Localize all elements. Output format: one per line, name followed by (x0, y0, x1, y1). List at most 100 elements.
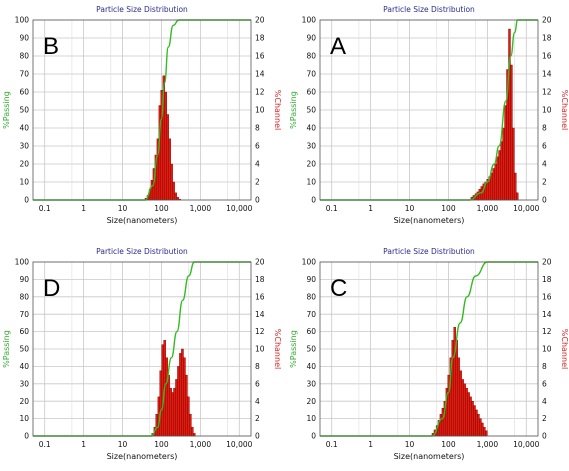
chart-panel-d: Particle Size Distribution01020304050607… (2, 247, 282, 461)
y-tick-left-label: 10 (306, 178, 316, 187)
x-tick-label: 10,000 (513, 440, 539, 449)
y-axis-left-label: %Passing (289, 91, 298, 129)
y-tick-right-label: 14 (255, 70, 265, 79)
y-tick-left-label: 40 (19, 362, 29, 371)
channel-bar (457, 357, 460, 437)
x-tick-label: 100 (154, 440, 169, 449)
channel-bar (498, 150, 501, 201)
cumulative-passing-line (33, 19, 251, 201)
y-tick-left-label: 20 (19, 160, 29, 169)
y-tick-left-label: 80 (306, 52, 316, 61)
y-tick-right-label: 16 (255, 52, 265, 61)
x-tick-label: 10,000 (226, 204, 252, 213)
channel-bar (168, 138, 171, 201)
y-tick-right-label: 14 (542, 70, 552, 79)
y-axis-left-label: %Passing (289, 330, 298, 368)
y-tick-left-label: 70 (19, 310, 29, 319)
channel-bar (463, 383, 466, 437)
y-tick-left-label: 20 (306, 160, 316, 169)
y-tick-left-label: 40 (19, 124, 29, 133)
x-tick-label: 10 (405, 440, 415, 449)
x-tick-label: 1,000 (477, 440, 499, 449)
y-tick-right-label: 10 (255, 106, 265, 115)
x-tick-label: 10,000 (226, 440, 252, 449)
channel-bar (150, 179, 154, 201)
y-tick-right-label: 10 (255, 345, 265, 354)
x-tick-label: 100 (154, 204, 169, 213)
x-tick-label: 10 (118, 204, 128, 213)
y-tick-left-label: 60 (19, 88, 29, 97)
channel-bar (166, 114, 169, 201)
channel-bar (461, 379, 464, 437)
y-tick-right-label: 8 (542, 362, 547, 371)
channel-bar (170, 163, 173, 201)
y-tick-left-label: 10 (19, 414, 29, 423)
y-tick-right-label: 0 (542, 432, 547, 441)
y-tick-left-label: 0 (24, 432, 29, 441)
chart-title: Particle Size Distribution (383, 5, 475, 14)
panel-letter: A (330, 33, 346, 60)
x-tick-label: 100 (441, 440, 456, 449)
channel-bar (467, 392, 470, 437)
channel-bar (512, 127, 515, 201)
cumulative-passing-line (320, 261, 538, 437)
y-tick-left-label: 30 (19, 379, 29, 388)
y-tick-left-label: 100 (15, 258, 30, 267)
y-tick-left-label: 30 (306, 379, 316, 388)
channel-bar (459, 370, 462, 437)
y-tick-right-label: 8 (255, 124, 260, 133)
y-tick-right-label: 4 (255, 160, 260, 169)
x-tick-label: 0.1 (39, 440, 51, 449)
y-tick-left-label: 50 (19, 345, 29, 354)
y-axis-right-label: %Channel (560, 329, 569, 369)
y-tick-left-label: 70 (306, 310, 316, 319)
channel-bar (504, 105, 507, 201)
y-tick-right-label: 6 (542, 379, 547, 388)
y-tick-left-label: 90 (19, 275, 29, 284)
y-tick-right-label: 0 (255, 432, 260, 441)
y-tick-right-label: 2 (542, 178, 547, 187)
x-tick-label: 1 (81, 204, 86, 213)
x-tick-label: 10,000 (513, 204, 539, 213)
x-tick-label: 10 (405, 204, 415, 213)
channel-bar (471, 401, 474, 437)
x-tick-label: 1,000 (477, 204, 499, 213)
y-tick-right-label: 4 (542, 160, 547, 169)
y-tick-left-label: 40 (306, 362, 316, 371)
plot-border (319, 19, 539, 201)
y-tick-right-label: 8 (542, 124, 547, 133)
channel-bar (439, 414, 443, 437)
y-tick-right-label: 10 (542, 106, 552, 115)
y-tick-right-label: 14 (255, 310, 265, 319)
y-tick-left-label: 90 (19, 34, 29, 43)
y-tick-left-label: 50 (19, 106, 29, 115)
y-tick-left-label: 100 (15, 16, 30, 25)
channel-bar (496, 156, 499, 201)
y-tick-right-label: 6 (255, 142, 260, 151)
channel-bar (490, 172, 493, 201)
plot-border (319, 261, 539, 437)
x-axis-label: Size(nanometers) (107, 216, 178, 225)
y-axis-right-label: %Channel (560, 90, 569, 130)
channel-bar (514, 172, 517, 201)
y-tick-right-label: 18 (255, 34, 265, 43)
y-tick-left-label: 30 (19, 142, 29, 151)
channel-bar (453, 327, 456, 437)
y-tick-right-label: 16 (255, 292, 265, 301)
chart-panel-a: Particle Size Distribution01020304050607… (289, 5, 569, 225)
x-axis-label: Size(nanometers) (394, 216, 465, 225)
x-axis-label: Size(nanometers) (394, 452, 465, 461)
y-tick-right-label: 12 (255, 327, 265, 336)
y-tick-left-label: 20 (306, 397, 316, 406)
y-tick-right-label: 0 (255, 196, 260, 205)
x-tick-label: 0.1 (39, 204, 51, 213)
panel-letter: D (43, 275, 60, 302)
channel-bar (172, 181, 175, 201)
y-tick-left-label: 60 (306, 327, 316, 336)
y-tick-right-label: 14 (542, 310, 552, 319)
y-tick-right-label: 10 (542, 345, 552, 354)
x-tick-label: 0.1 (326, 204, 338, 213)
x-tick-label: 1 (81, 440, 86, 449)
channel-bar (477, 414, 480, 437)
y-tick-right-label: 20 (542, 16, 552, 25)
